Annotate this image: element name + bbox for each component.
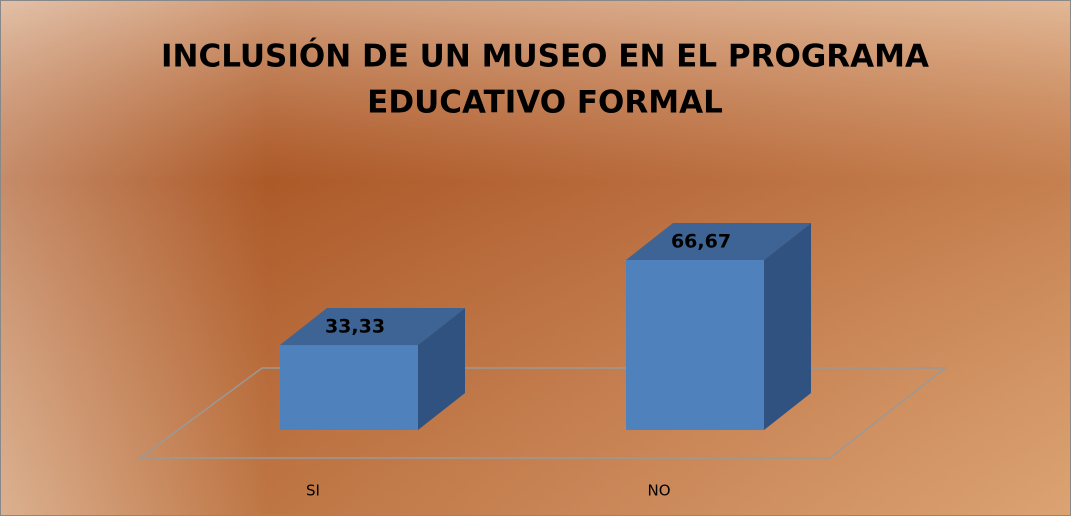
bar (280, 345, 418, 430)
bar-side (764, 223, 811, 430)
data-label: 66,67 (671, 231, 731, 253)
chart-title: EDUCATIVO FORMAL (367, 85, 723, 121)
x-tick-label: NO (647, 482, 670, 500)
bar-side (418, 308, 465, 430)
bar-top (626, 223, 811, 260)
data-label: 33,33 (325, 316, 385, 338)
chart-title: INCLUSIÓN DE UN MUSEO EN EL PROGRAMA (161, 38, 929, 75)
bar-top (280, 308, 465, 346)
x-tick-label: SI (306, 482, 320, 500)
bar (626, 260, 764, 430)
floor (137, 367, 948, 459)
